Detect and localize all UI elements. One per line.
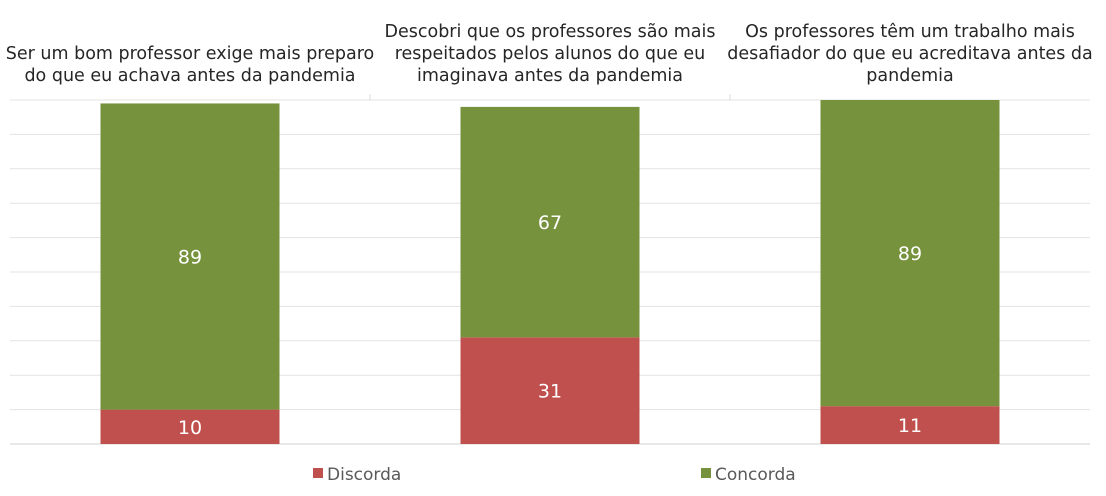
bar-discorda (820, 406, 1000, 444)
category-label: Ser um bom professor exige mais preparo (6, 44, 374, 64)
category-label: do que eu achava antes da pandemia (24, 66, 355, 86)
legend-label: Concorda (715, 465, 796, 485)
category-label: pandemia (866, 66, 953, 86)
bar-concorda (820, 100, 1000, 407)
data-label: 67 (538, 212, 562, 234)
legend: Discorda Concorda (313, 465, 796, 485)
category-label: desafiador do que eu acreditava antes da (727, 44, 1092, 64)
bar-discorda (460, 337, 640, 444)
category-label: Os professores têm um trabalho mais (745, 22, 1075, 42)
category-separators (369, 94, 731, 100)
data-label: 10 (178, 417, 202, 439)
data-labels: 10 89 31 67 11 89 (178, 212, 922, 439)
legend-label: Discorda (327, 465, 401, 485)
data-label: 89 (178, 247, 202, 269)
category-label: respeitados pelos alunos do que eu (395, 44, 706, 64)
bar-discorda (100, 409, 280, 444)
bars (100, 100, 1000, 444)
legend-item-discorda: Discorda (313, 465, 401, 485)
category-label: Descobri que os professores são mais (385, 22, 716, 42)
bar-concorda (460, 106, 640, 338)
data-label: 31 (538, 381, 562, 403)
data-label: 11 (898, 415, 922, 437)
legend-item-concorda: Concorda (701, 465, 796, 485)
category-label: imaginava antes da pandemia (417, 66, 683, 86)
legend-swatch (313, 468, 323, 478)
category-labels: Ser um bom professor exige mais preparod… (6, 22, 1093, 86)
bar-concorda (100, 103, 280, 410)
legend-swatch (701, 468, 711, 478)
data-label: 89 (898, 243, 922, 265)
